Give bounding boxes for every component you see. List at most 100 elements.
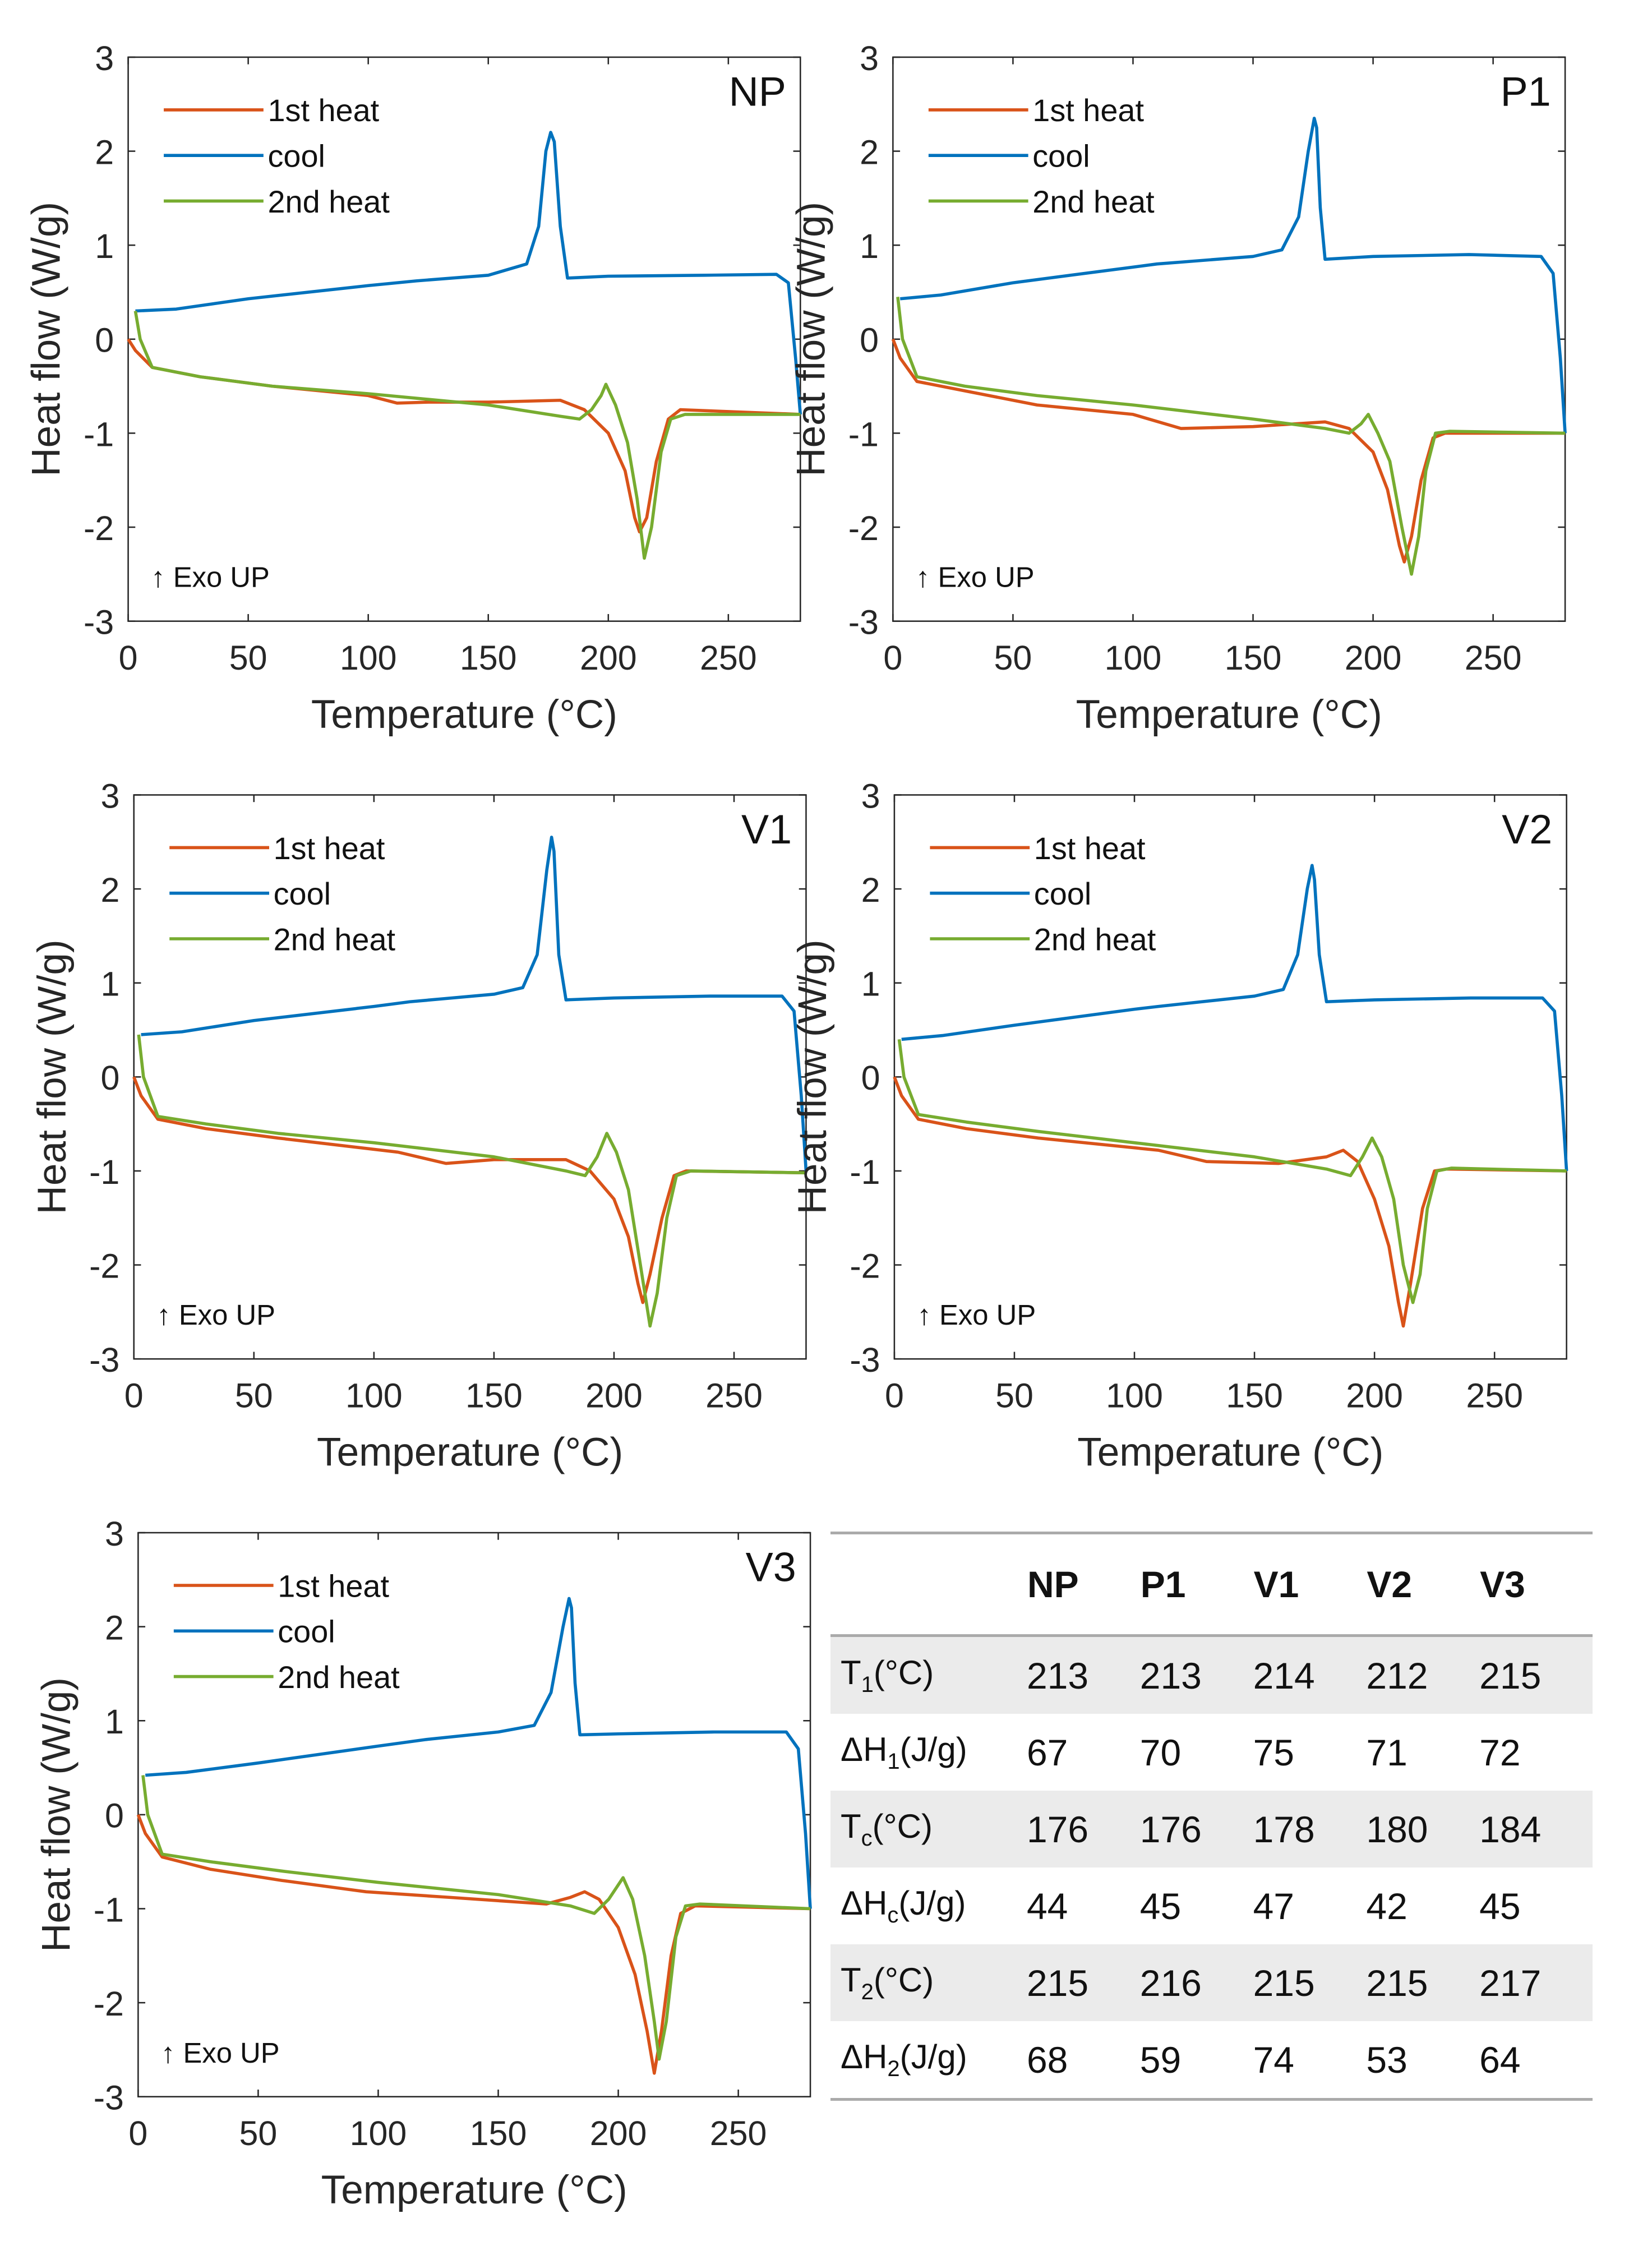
row-label-unit: (°C) <box>872 1807 933 1845</box>
series-line-cool <box>135 131 802 415</box>
y-tick-label: 1 <box>861 965 880 1003</box>
table-row: T1(°C) 213 213 214 212 215 <box>830 1635 1593 1714</box>
x-axis-label: Temperature (°C) <box>317 1431 623 1475</box>
series-line-2nd-heat <box>141 1775 811 2061</box>
x-tick-label: 200 <box>1345 639 1402 677</box>
legend-label: 1st heat <box>278 1568 389 1603</box>
exo-up-annotation: ↑ Exo UP <box>156 1299 275 1331</box>
legend: 1st heat cool 2nd heat <box>164 93 390 219</box>
x-tick-label: 100 <box>340 639 397 677</box>
legend-label: cool <box>1032 139 1090 174</box>
table-cell: 53 <box>1366 2021 1480 2101</box>
y-tick-label: 1 <box>100 965 119 1003</box>
table-cell: 44 <box>1026 1885 1068 1927</box>
table-cell: 213 <box>1026 1635 1140 1714</box>
exo-up-annotation: ↑ Exo UP <box>917 1299 1036 1331</box>
column-header: NP <box>1026 1532 1140 1637</box>
series-line-2nd-heat <box>896 297 1566 576</box>
series-line-cool <box>145 1597 812 1909</box>
row-label: ΔH1(J/g) <box>830 1714 1027 1791</box>
legend-label: 2nd heat <box>267 184 390 219</box>
y-tick-label: -1 <box>94 1890 124 1929</box>
row-label: T1(°C) <box>830 1635 1027 1714</box>
table-cell: 72 <box>1479 1731 1521 1773</box>
legend-label: 1st heat <box>1034 831 1146 866</box>
plot-panel-v2: 0 50 100 150 200 250 -3 -2 -1 0 1 2 3 Temperature (°C… <box>791 777 1568 1475</box>
legend-label: 1st heat <box>1032 93 1144 128</box>
table-cell: 184 <box>1479 1791 1593 1867</box>
x-tick-label: 0 <box>883 639 902 677</box>
x-tick-label: 100 <box>350 2114 407 2152</box>
exo-up-annotation: ↑ Exo UP <box>916 561 1035 593</box>
x-tick-label: 0 <box>119 639 138 677</box>
plot-area <box>137 1532 811 2098</box>
x-tick-label: 150 <box>465 1377 523 1415</box>
x-tick-label: 200 <box>1346 1377 1403 1415</box>
x-tick-label: 0 <box>124 1377 144 1415</box>
y-tick-label: 0 <box>861 1059 880 1097</box>
y-tick-label: 0 <box>95 321 114 359</box>
x-tick-label: 150 <box>470 2114 527 2152</box>
plot-panel-v1: 0 50 100 150 200 250 -3 -2 -1 0 1 2 3 Temperature (°C… <box>30 777 808 1475</box>
row-label-subscript: c <box>887 1903 899 1927</box>
series-line-1st-heat <box>893 1076 1567 1328</box>
plot-area <box>892 56 1566 622</box>
exo-up-annotation: ↑ Exo UP <box>161 2037 280 2069</box>
exo-up-annotation: ↑ Exo UP <box>151 561 270 593</box>
table-cell: 59 <box>1139 2021 1253 2101</box>
x-tick-label: 150 <box>460 639 517 677</box>
y-axis-label: Heat flow (W/g) <box>789 202 833 477</box>
table-cell: 217 <box>1479 1944 1593 2021</box>
x-tick-label: 50 <box>229 639 267 677</box>
y-tick-label: -3 <box>94 2079 124 2117</box>
x-tick-label: 50 <box>995 1377 1033 1415</box>
y-tick-label: -3 <box>848 603 879 642</box>
series-line-1st-heat <box>891 338 1566 564</box>
table-cell: 212 <box>1366 1635 1480 1714</box>
table-cell: 214 <box>1253 1635 1367 1714</box>
table-cell: 64 <box>1479 2021 1593 2101</box>
y-tick-label: 3 <box>95 39 114 77</box>
series-line-1st-heat <box>136 1814 811 2075</box>
thermal-properties-table: NP P1 V1 V2 V3 T1(°C) 213 213 214 212 215 ΔH1(… <box>830 1532 1593 2101</box>
y-axis-label: Heat flow (W/g) <box>30 939 75 1214</box>
y-tick-label: 3 <box>860 39 879 77</box>
x-tick-label: 100 <box>1105 639 1162 677</box>
legend-label: 2nd heat <box>1034 921 1156 957</box>
series-line-2nd-heat <box>137 1034 806 1328</box>
x-tick-label: 100 <box>1106 1377 1163 1415</box>
legend: 1st heat cool 2nd heat <box>930 831 1156 957</box>
row-label: ΔHc(J/g) <box>830 1867 1027 1944</box>
y-tick-label: 3 <box>105 1515 124 1553</box>
x-tick-label: 150 <box>1225 639 1282 677</box>
y-tick-label: 2 <box>860 133 879 171</box>
row-label-unit: (°C) <box>873 1961 934 1999</box>
y-tick-label: 1 <box>95 227 114 265</box>
table-cell: 75 <box>1253 1731 1294 1773</box>
x-tick-label: 50 <box>239 2114 278 2152</box>
x-tick-label: 250 <box>700 639 757 677</box>
column-header: V2 <box>1366 1532 1480 1637</box>
series-line-cool <box>899 117 1567 434</box>
row-label-unit: (J/g) <box>898 1884 966 1922</box>
x-tick-label: 50 <box>994 639 1032 677</box>
row-label: T2(°C) <box>830 1944 1027 2021</box>
y-tick-label: 2 <box>861 871 880 909</box>
legend-label: cool <box>274 876 331 911</box>
series-line-2nd-heat <box>133 311 801 560</box>
table-header-row: NP P1 V1 V2 V3 <box>830 1532 1593 1637</box>
table-row: ΔH2(J/g) 68 59 74 53 64 <box>830 2021 1593 2101</box>
y-tick-label: 3 <box>100 777 119 815</box>
row-label-unit: (J/g) <box>899 2038 967 2076</box>
row-label-subscript: 1 <box>861 1672 874 1697</box>
plot-area <box>127 56 801 622</box>
x-axis-label: Temperature (°C) <box>1077 1431 1383 1475</box>
row-label: ΔH2(J/g) <box>830 2021 1027 2101</box>
legend-label: 2nd heat <box>1032 184 1155 219</box>
row-label-subscript: 1 <box>887 1749 900 1774</box>
row-label-main: ΔH <box>841 1731 888 1768</box>
x-axis-label: Temperature (°C) <box>321 2168 627 2212</box>
row-label-unit: (°C) <box>873 1654 934 1691</box>
plot-panel-p1: 0 50 100 150 200 250 -3 -2 -1 0 1 2 3 Temperature (°C… <box>789 39 1567 737</box>
y-tick-label: 1 <box>105 1703 124 1741</box>
